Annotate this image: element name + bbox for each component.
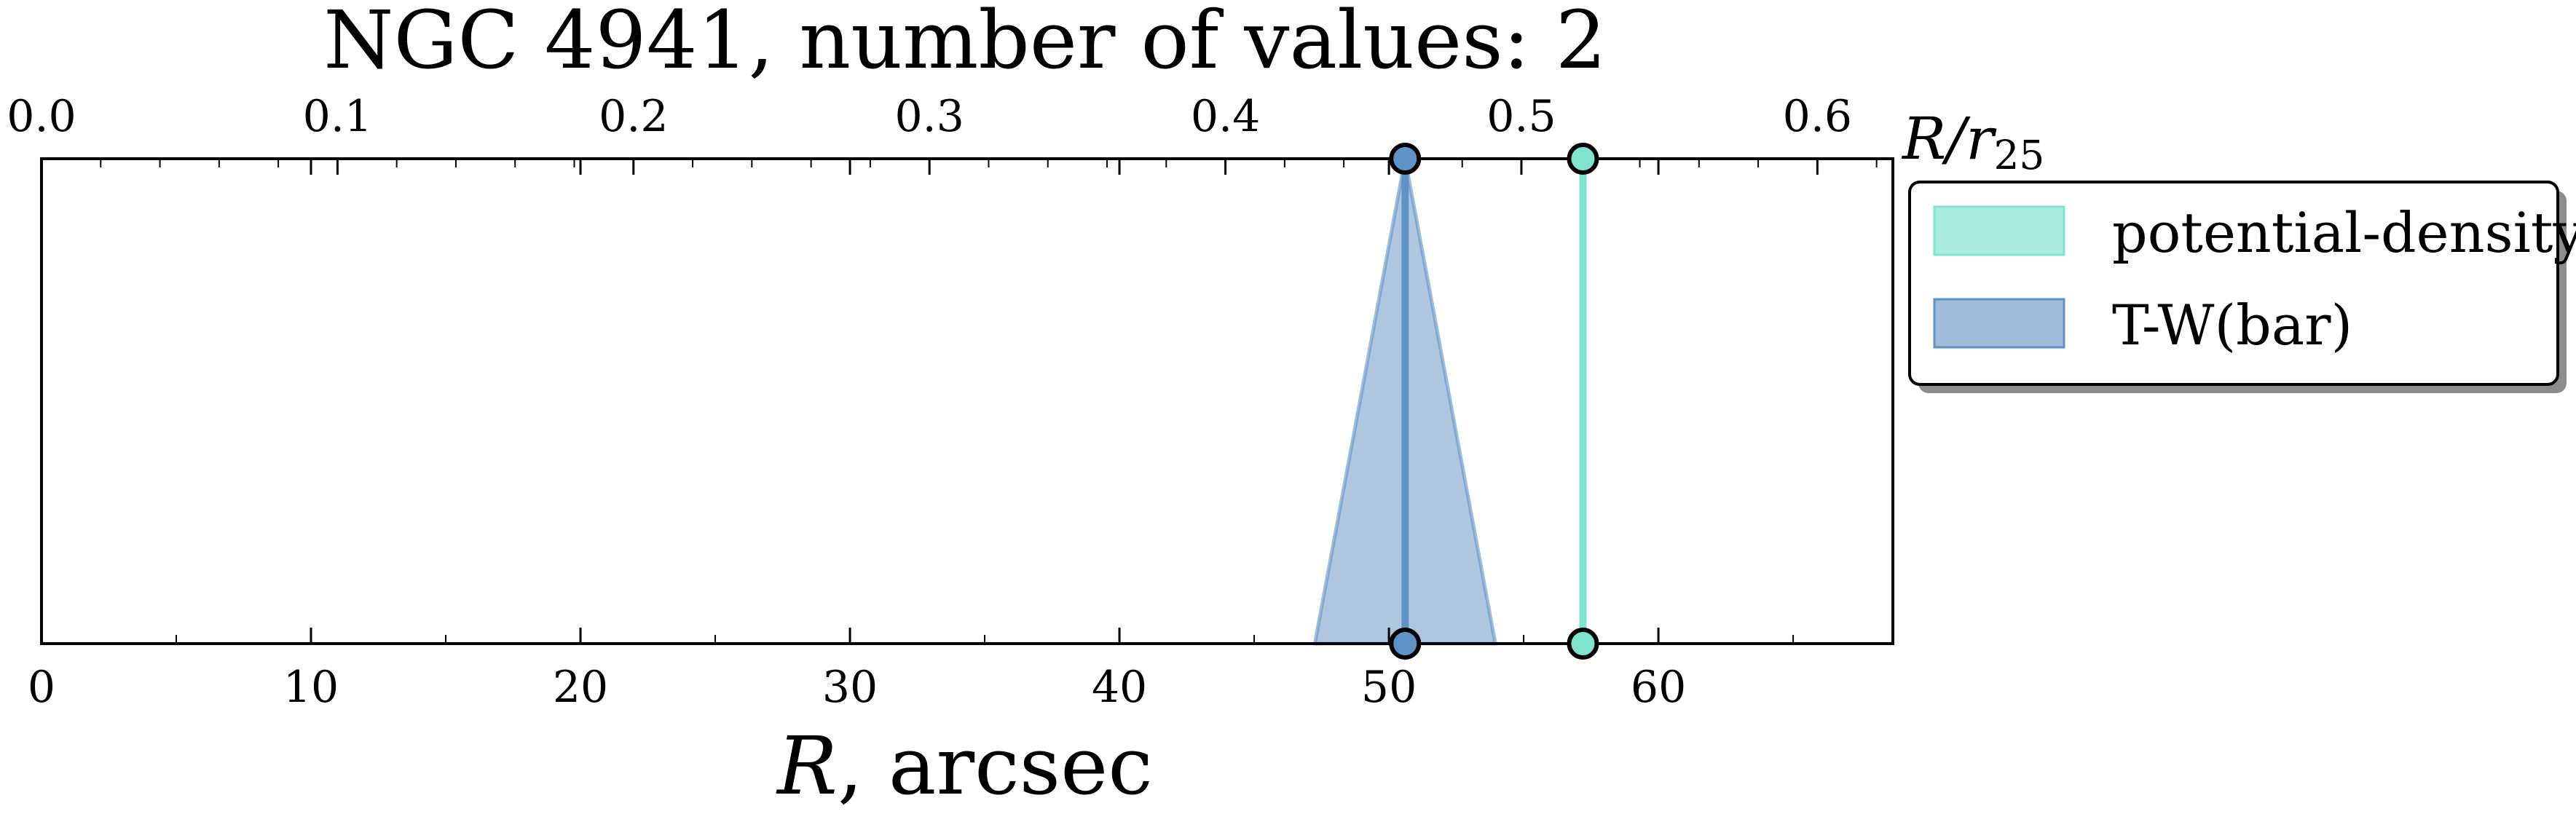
marker-layer	[1389, 143, 1599, 660]
legend-swatch-potential-density	[1933, 205, 2065, 256]
top-tick-label: 0.3	[894, 91, 964, 142]
secondary-x-axis-label: R/r25	[1901, 105, 2044, 178]
series-layer	[1312, 158, 1587, 646]
x-axis-label-text: , arcsec	[838, 719, 1153, 813]
top-tick-label: 0.6	[1783, 91, 1852, 142]
secondary-x-axis-label-sub: 25	[1993, 132, 2044, 178]
secondary-x-axis-label-main: R/r	[1901, 105, 1997, 173]
top-tick-label: 0.0	[7, 91, 76, 142]
bottom-tick-label: 50	[1361, 662, 1417, 713]
top-axis: 0.0 0.1 0.2 0.3 0.4 0.5 0.6	[7, 91, 1878, 175]
plot-frame	[40, 157, 1894, 645]
chart-title: NGC 4941, number of values: 2	[323, 0, 1606, 87]
bottom-tick-label: 10	[283, 662, 339, 713]
top-tick-label: 0.4	[1191, 91, 1260, 142]
bottom-tick-label: 60	[1631, 662, 1686, 713]
top-tick-label: 0.5	[1486, 91, 1556, 142]
legend-label-t-w-bar: T-W(bar)	[2112, 293, 2352, 357]
series-marker-bottom-t-w-bar	[1389, 628, 1422, 660]
top-tick-label: 0.1	[303, 91, 372, 142]
legend-label-potential-density: potential-density	[2112, 200, 2576, 265]
series-marker-bottom-potential-density	[1567, 628, 1599, 660]
legend: potential-density T-W(bar)	[1908, 181, 2576, 393]
bottom-tick-label: 40	[1092, 662, 1147, 713]
top-tick-label: 0.2	[599, 91, 668, 142]
x-axis-label-symbol: R	[776, 719, 838, 813]
bottom-tick-label: 0	[28, 662, 55, 713]
bottom-tick-label: 20	[553, 662, 608, 713]
bottom-axis: 0 10 20 30 40 50 60	[28, 159, 1795, 713]
legend-box	[1908, 181, 2559, 386]
bottom-tick-label: 30	[822, 662, 878, 713]
series-marker-top-t-w-bar	[1389, 143, 1422, 175]
legend-swatch-t-w-bar	[1933, 298, 2065, 349]
x-axis-label: R, arcsec	[776, 719, 1153, 813]
series-marker-top-potential-density	[1567, 143, 1599, 175]
